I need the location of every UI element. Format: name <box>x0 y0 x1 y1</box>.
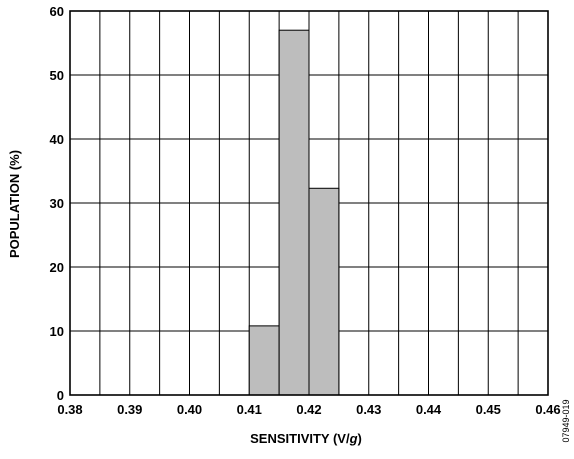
histogram-bar <box>278 29 310 396</box>
y-tick-label: 30 <box>50 196 64 211</box>
x-tick-label: 0.40 <box>177 402 202 417</box>
x-tick-label: 0.46 <box>535 402 560 417</box>
y-tick-label: 10 <box>50 324 64 339</box>
bars <box>248 29 340 396</box>
x-tick-label: 0.39 <box>117 402 142 417</box>
histogram-bar <box>308 187 340 396</box>
y-tick-label: 0 <box>57 388 64 403</box>
x-tick-label: 0.44 <box>416 402 442 417</box>
y-tick-label: 50 <box>50 68 64 83</box>
plot-frame <box>69 10 549 396</box>
y-tick-label: 60 <box>50 4 64 19</box>
y-tick-label: 20 <box>50 260 64 275</box>
x-tick-label: 0.42 <box>296 402 321 417</box>
histogram-bar <box>248 325 280 396</box>
y-tick-labels: 0 10 20 30 40 50 60 <box>50 4 64 403</box>
y-axis-title: POPULATION (%) <box>7 150 22 258</box>
x-tick-label: 0.41 <box>237 402 262 417</box>
x-tick-labels: 0.38 0.39 0.40 0.41 0.42 0.43 0.44 0.45 0.46 <box>57 402 560 417</box>
x-tick-label: 0.45 <box>476 402 501 417</box>
y-tick-label: 40 <box>50 132 64 147</box>
x-tick-label: 0.43 <box>356 402 381 417</box>
figure-id-label: 07949-019 <box>561 399 571 442</box>
x-tick-label: 0.38 <box>57 402 82 417</box>
x-axis-title: SENSITIVITY (V/g) <box>250 431 362 446</box>
